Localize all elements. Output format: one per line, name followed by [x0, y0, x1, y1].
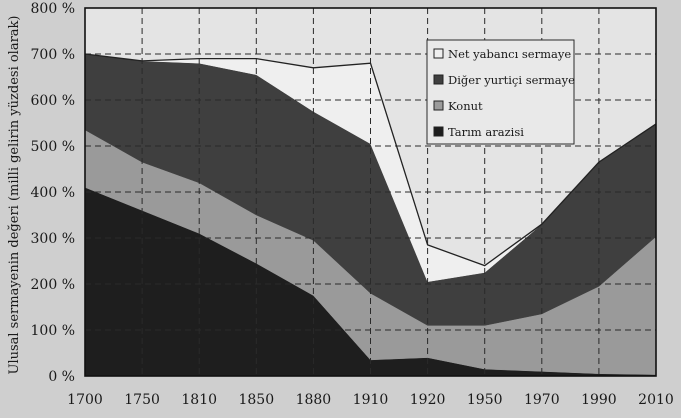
y-tick-label: 0 %	[48, 369, 75, 385]
x-tick-label: 1920	[410, 392, 446, 408]
legend-swatch	[433, 48, 444, 59]
y-tick-label: 200 %	[31, 277, 75, 293]
x-tick-label: 1970	[524, 392, 560, 408]
x-tick-label: 1880	[296, 392, 332, 408]
legend-label: Diğer yurtiçi sermaye	[448, 73, 575, 87]
legend-label: Konut	[448, 99, 483, 113]
legend-swatch	[433, 100, 444, 111]
y-axis-label: Ulusal sermayenin değeri (milli gelirin …	[7, 15, 22, 374]
x-tick-label: 1990	[581, 392, 617, 408]
x-tick-label: 1950	[467, 392, 503, 408]
y-tick-label: 700 %	[31, 47, 75, 63]
y-tick-label: 100 %	[31, 323, 75, 339]
y-tick-label: 800 %	[31, 1, 75, 17]
x-tick-label: 2010	[638, 392, 674, 408]
legend-swatch	[433, 126, 444, 137]
y-tick-label: 500 %	[31, 139, 75, 155]
legend-label: Tarım arazisi	[448, 125, 524, 139]
x-tick-label: 1750	[124, 392, 160, 408]
legend-swatch	[433, 74, 444, 85]
y-tick-label: 300 %	[31, 231, 75, 247]
x-tick-label: 1850	[238, 392, 274, 408]
legend-box	[426, 39, 575, 145]
x-tick-label: 1910	[353, 392, 389, 408]
x-tick-label: 1700	[67, 392, 103, 408]
y-tick-label: 400 %	[31, 185, 75, 201]
y-tick-label: 600 %	[31, 93, 75, 109]
legend-label: Net yabancı sermaye	[448, 47, 571, 61]
plot-frame	[84, 7, 657, 377]
total-outline	[84, 53, 657, 267]
x-tick-label: 1810	[181, 392, 217, 408]
